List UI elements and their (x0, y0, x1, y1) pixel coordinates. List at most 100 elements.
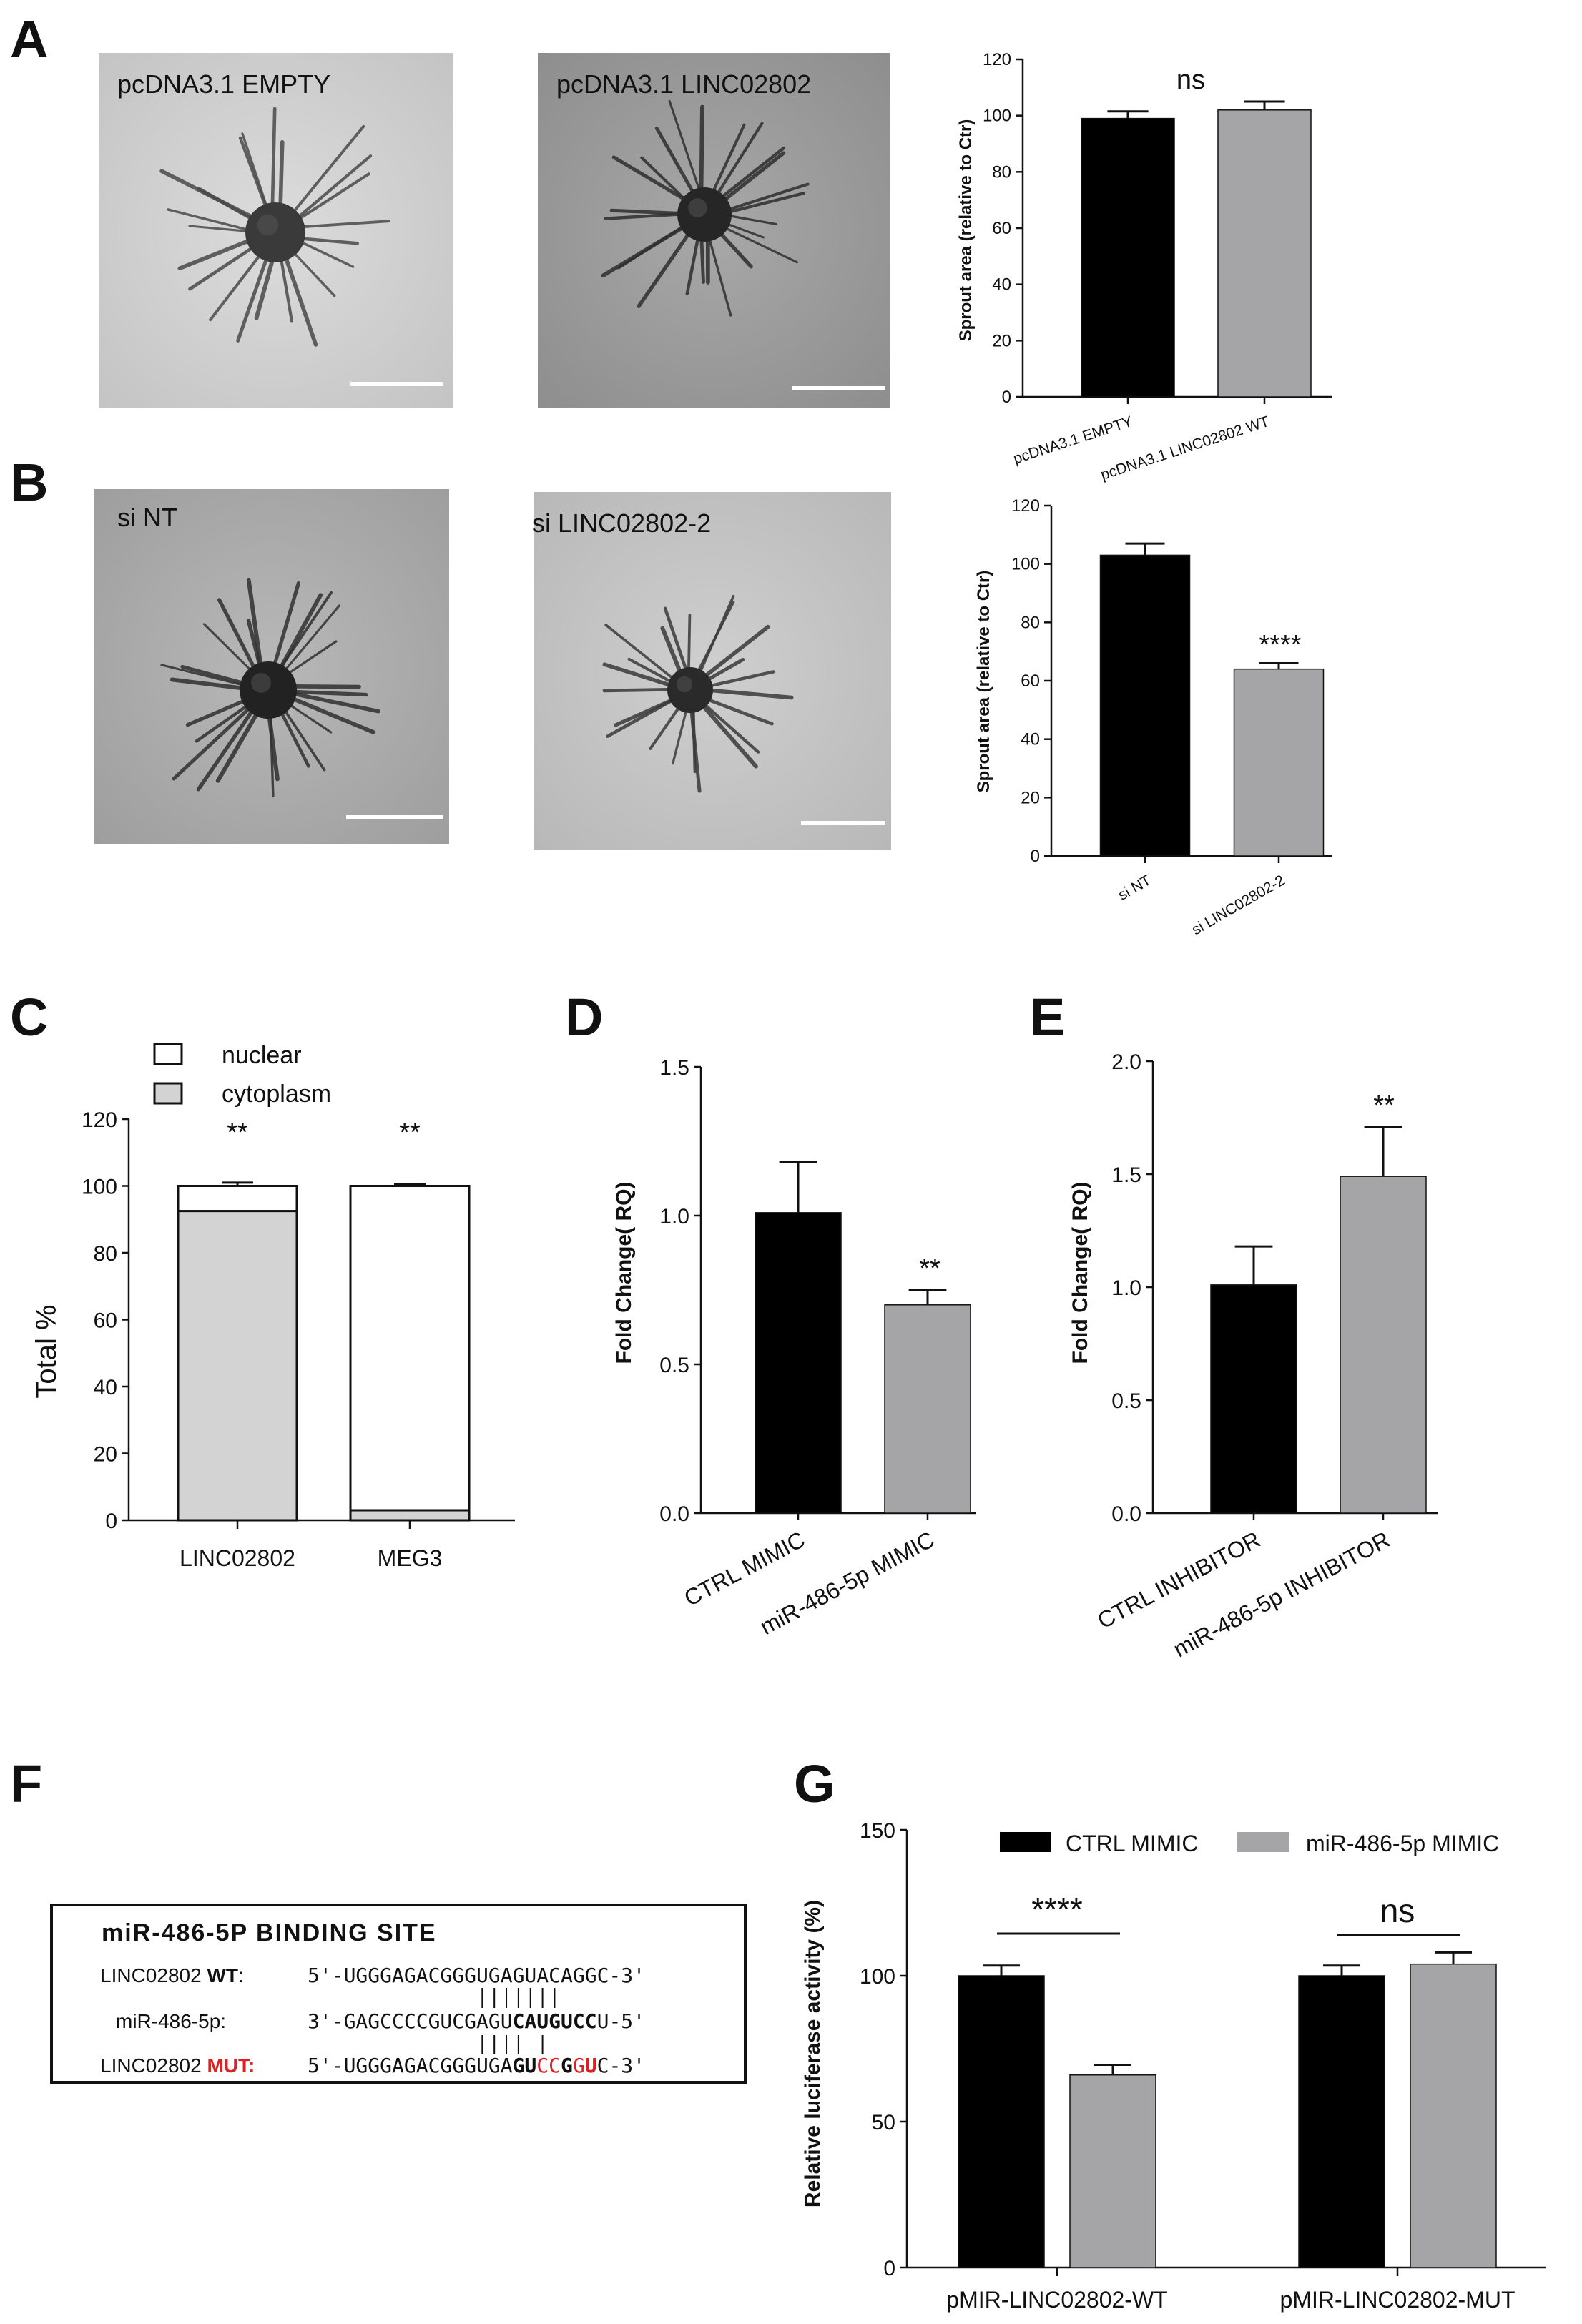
spheroid-highlight (257, 214, 279, 236)
sprout (649, 704, 682, 750)
category-label: miR-486-5p INHIBITOR (1169, 1526, 1395, 1662)
y-axis-label: Relative luciferase activity (%) (801, 1900, 825, 2207)
y-tick-label: 60 (992, 219, 1011, 238)
y-tick-label: 80 (992, 162, 1011, 182)
category-label: MEG3 (378, 1545, 443, 1571)
y-tick-label: 0.0 (659, 1502, 689, 1526)
significance-label: **** (1259, 630, 1301, 660)
sprout (195, 702, 252, 743)
y-tick-label: 0 (1002, 388, 1011, 407)
y-tick-label: 60 (1021, 671, 1040, 691)
spheroid-body (240, 661, 297, 719)
sprout (269, 712, 275, 798)
sprout (604, 212, 684, 220)
sprout (215, 709, 261, 783)
sprout (196, 706, 257, 792)
sprout (177, 237, 255, 271)
chart-a: Sprout area (relative to Ctr) 0 20 40 60 80 1… (956, 50, 1332, 483)
sprout (246, 578, 264, 671)
sprout (672, 706, 689, 765)
legend-swatch-mir (1237, 1832, 1289, 1852)
y-tick-label: 20 (1021, 788, 1040, 807)
sprout (278, 139, 285, 211)
sprout (714, 122, 764, 198)
y-axis-label: Sprout area (relative to Ctr) (974, 571, 993, 793)
micrograph-b-silinc: si LINC02802-2 (532, 492, 891, 850)
spheroid-highlight (676, 676, 693, 693)
sprout (290, 124, 365, 216)
mut-label: LINC02802 MUT: (100, 2054, 255, 2077)
y-tick-label: 0.5 (1111, 1389, 1141, 1413)
sprout (602, 662, 674, 688)
sprout (706, 688, 794, 700)
y-tick-label: 60 (94, 1309, 117, 1333)
sprout (241, 132, 270, 211)
sprout (272, 581, 300, 670)
bar-segment (349, 1509, 471, 1522)
category-label: pMIR-LINC02802-WT (946, 2287, 1167, 2313)
spheroid-highlight (688, 198, 707, 217)
y-tick-label: 80 (1021, 613, 1040, 632)
y-tick-label: 100 (82, 1176, 117, 1199)
significance-label: ** (919, 1254, 940, 1284)
y-tick-label: 2.0 (1111, 1050, 1141, 1074)
sprout (721, 225, 799, 264)
binding-site-box: miR-486-5P BINDING SITE LINC02802 WT: 5'… (50, 1904, 747, 2084)
sprout (188, 244, 257, 291)
sprout (278, 708, 310, 768)
y-tick-label: 1.5 (1111, 1163, 1141, 1187)
y-tick-label: 1.5 (659, 1056, 689, 1080)
sprout (602, 687, 674, 693)
legend-swatch-ctrl (1000, 1832, 1051, 1852)
y-tick-label: 20 (94, 1443, 117, 1467)
sprout (701, 701, 760, 754)
sprout (297, 237, 359, 245)
panel-label-c: C (10, 988, 48, 1047)
sprout (717, 229, 753, 269)
sprout (689, 706, 702, 793)
y-axis-label: Sprout area (relative to Ctr) (956, 119, 976, 342)
sprout (654, 126, 697, 197)
image-label: pcDNA3.1 LINC02802 (556, 69, 811, 99)
y-tick-label: 0.5 (659, 1354, 689, 1377)
sprout (288, 684, 361, 689)
y-axis-label: Fold Change( RQ) (1068, 1182, 1092, 1364)
sprout (627, 657, 675, 685)
sprout (203, 623, 255, 674)
chart-c: Total % nuclear cytoplasm 0 20 40 60 80 100 12… (31, 1042, 515, 1571)
bar (1069, 2074, 1156, 2268)
sprout (687, 614, 692, 674)
significance-label: ** (227, 1118, 248, 1148)
wt-label: LINC02802 WT: (100, 1964, 244, 1986)
sprout (617, 223, 687, 270)
image-label: si NT (117, 503, 177, 532)
sprout (277, 593, 323, 672)
bar-segment (177, 1185, 298, 1213)
y-tick-label: 150 (860, 1819, 895, 1843)
scale-bar (801, 821, 885, 825)
sprout (290, 249, 336, 297)
scale-bar (346, 815, 443, 819)
mut-sequence: 5'-UGGGAGACGGGUGAGUCCGGUC-3' (308, 2054, 645, 2077)
sprout (699, 104, 704, 195)
sprout (663, 606, 689, 674)
chart-g: Relative luciferase activity (%) CTRL MI… (801, 1819, 1546, 2313)
sprout (217, 598, 258, 673)
y-tick-label: 100 (860, 1965, 895, 1989)
category-label: pcDNA3.1 EMPTY (1011, 413, 1134, 468)
scale-bar (792, 386, 885, 390)
y-tick-label: 100 (1011, 555, 1040, 574)
image-label: pcDNA3.1 EMPTY (117, 69, 330, 99)
sprout (279, 254, 294, 323)
sprout (285, 701, 333, 734)
sprout (282, 252, 318, 347)
spheroid-body (667, 667, 713, 713)
bar (755, 1212, 842, 1514)
sprout (185, 697, 250, 727)
legend-swatch-cytoplasm (153, 1082, 183, 1105)
sprout (606, 697, 677, 738)
legend-ctrl-mimic: CTRL MIMIC (1066, 1831, 1198, 1856)
significance-label: ns (1380, 1892, 1415, 1929)
y-tick-label: 0 (1031, 847, 1040, 866)
y-axis-label: Fold Change( RQ) (612, 1182, 636, 1364)
